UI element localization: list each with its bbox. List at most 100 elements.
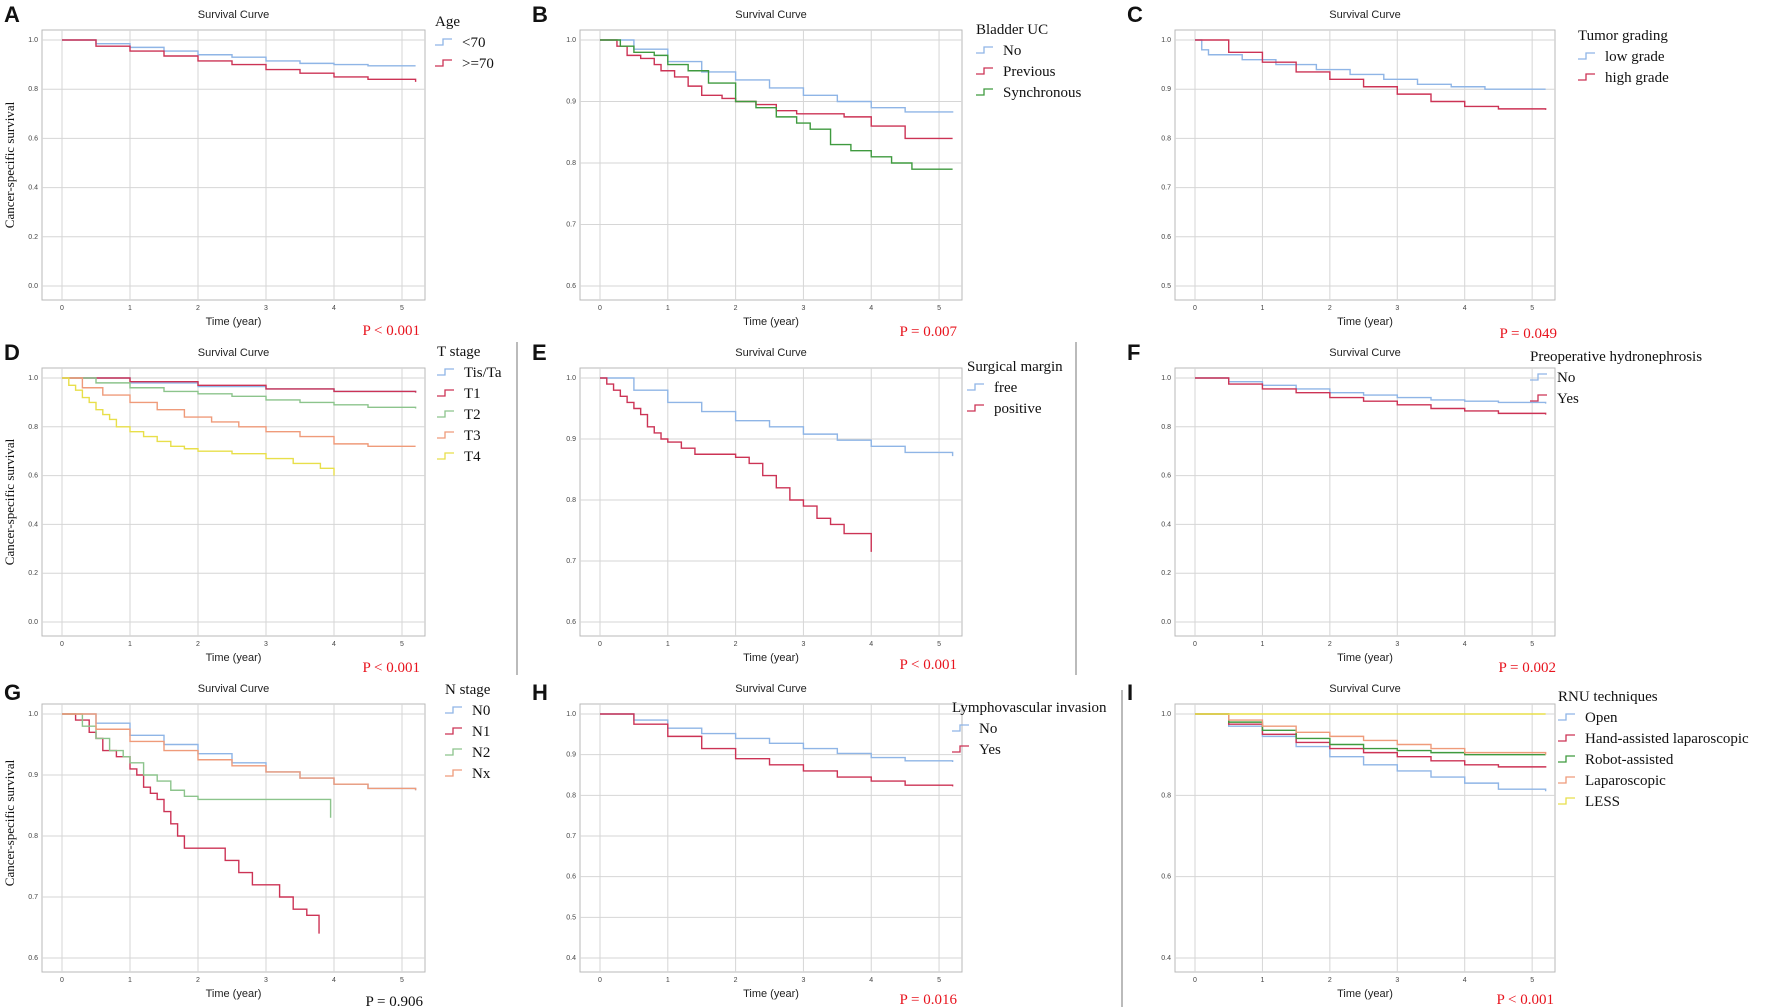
y-tick-label: 1.0 (566, 375, 576, 382)
legend-swatch (1530, 373, 1547, 381)
legend-swatch (435, 38, 452, 46)
y-tick-label: 0.7 (566, 222, 576, 229)
x-tick-label: 4 (869, 641, 873, 648)
y-tick-label: 0.2 (1161, 570, 1171, 577)
legend-item: <70 (462, 35, 485, 51)
x-tick-label: 1 (1260, 977, 1264, 984)
legend-swatch (437, 452, 454, 460)
x-tick-label: 0 (1193, 641, 1197, 648)
x-tick-label: 3 (264, 305, 268, 312)
series-line-t3 (62, 377, 416, 448)
series-line-positive (600, 377, 872, 552)
y-tick-label: 0.6 (566, 283, 576, 290)
legend-title: N stage (445, 682, 491, 698)
x-tick-label: 4 (332, 305, 336, 312)
plot-frame (579, 703, 963, 973)
y-tick-label: 0.9 (566, 99, 576, 106)
legend-swatch (1558, 713, 1575, 721)
y-tick-label: 0.6 (1161, 234, 1171, 241)
legend-item: Tis/Ta (464, 365, 502, 381)
legend-item: >=70 (462, 56, 494, 72)
y-tick-label: 0.6 (28, 135, 38, 142)
y-tick-label: 0.9 (1161, 86, 1171, 93)
panel-f: F Survival Curve 0.0 0.2 0.4 0.6 0.8 1.0 0 1 2 3 4 5 T… (1127, 340, 1702, 676)
legend-swatch (445, 706, 462, 714)
legend-swatch (952, 745, 969, 753)
series-line-no (1195, 377, 1547, 404)
x-tick-label: 3 (264, 977, 268, 984)
x-tick-label: 0 (598, 641, 602, 648)
panel-letter: E (532, 340, 547, 365)
legend-swatch (435, 59, 452, 67)
x-axis-label: Time (year) (743, 316, 799, 328)
legend-item: No (1003, 43, 1021, 59)
legend-swatch (1578, 52, 1595, 60)
y-axis-label: Cancer-specific survival (2, 759, 17, 886)
legend-item: N0 (472, 703, 490, 719)
p-value: P < 0.001 (363, 660, 421, 676)
panel-letter: F (1127, 340, 1140, 365)
panel-g: G Survival Curve 0.6 0.7 0.8 0.9 1.0 0 1 2 3 4 5 Time… (2, 680, 491, 1007)
x-axis-label: Time (year) (743, 988, 799, 1000)
legend-item: free (994, 380, 1018, 396)
y-tick-label: 0.8 (28, 424, 38, 431)
series-line-low-grade (1195, 39, 1546, 90)
x-tick-label: 2 (1328, 641, 1332, 648)
y-tick-label: 0.8 (28, 86, 38, 93)
legend-title: Age (435, 14, 460, 30)
panel-title: Survival Curve (735, 347, 807, 359)
y-tick-label: 0.7 (566, 558, 576, 565)
legend-item: positive (994, 401, 1042, 417)
legend-item: T2 (464, 407, 481, 423)
legend-swatch (445, 769, 462, 777)
panel-title: Survival Curve (735, 683, 807, 695)
legend-title: Surgical margin (967, 359, 1063, 375)
legend-item: high grade (1605, 70, 1669, 86)
panel-letter: C (1127, 2, 1143, 27)
x-tick-label: 2 (196, 977, 200, 984)
panel-letter: B (532, 2, 548, 27)
panel-letter: A (4, 2, 20, 27)
legend-swatch (967, 383, 984, 391)
legend-swatch (1530, 394, 1547, 402)
y-tick-label: 0.6 (28, 955, 38, 962)
y-tick-label: 0.9 (566, 752, 576, 759)
x-tick-label: 4 (1463, 641, 1467, 648)
panel-a: A Survival Curve 0.0 0.2 0.4 0.6 0.8 1.0 0 1 2 3 4 5 T… (2, 2, 494, 339)
x-tick-label: 3 (801, 305, 805, 312)
y-tick-label: 0.8 (1161, 424, 1171, 431)
x-tick-label: 2 (1328, 977, 1332, 984)
legend-item: low grade (1605, 49, 1665, 65)
x-tick-label: 3 (1395, 977, 1399, 984)
y-tick-label: 0.9 (28, 772, 38, 779)
legend-title: Tumor grading (1578, 28, 1668, 44)
x-axis-label: Time (year) (206, 988, 262, 1000)
x-tick-label: 5 (937, 977, 941, 984)
x-tick-label: 1 (128, 977, 132, 984)
legend-swatch (952, 724, 969, 732)
legend-swatch (437, 431, 454, 439)
y-tick-label: 0.8 (566, 792, 576, 799)
legend-swatch (437, 368, 454, 376)
y-tick-label: 0.7 (28, 894, 38, 901)
panel-title: Survival Curve (1329, 683, 1401, 695)
y-tick-label: 0.2 (28, 234, 38, 241)
p-value: P < 0.001 (363, 323, 421, 339)
plot-frame (41, 367, 426, 637)
y-tick-label: 0.6 (28, 473, 38, 480)
legend-swatch (437, 389, 454, 397)
p-value: P < 0.001 (1497, 992, 1555, 1007)
y-tick-label: 0.0 (28, 283, 38, 290)
x-tick-label: 4 (1463, 305, 1467, 312)
panel-h: H Survival Curve 0.4 0.5 0.6 0.7 0.8 0.9 1.0 0 1 2 3… (532, 680, 1107, 1007)
series-line-no (600, 713, 954, 762)
series-line--70 (62, 39, 417, 82)
x-tick-label: 3 (264, 641, 268, 648)
x-axis-label: Time (year) (206, 652, 262, 664)
x-tick-label: 2 (734, 977, 738, 984)
legend-swatch (967, 404, 984, 412)
legend-item: Yes (1557, 391, 1579, 407)
y-tick-label: 0.4 (566, 955, 576, 962)
legend-item: No (1557, 370, 1575, 386)
series-line-t2 (62, 377, 417, 409)
